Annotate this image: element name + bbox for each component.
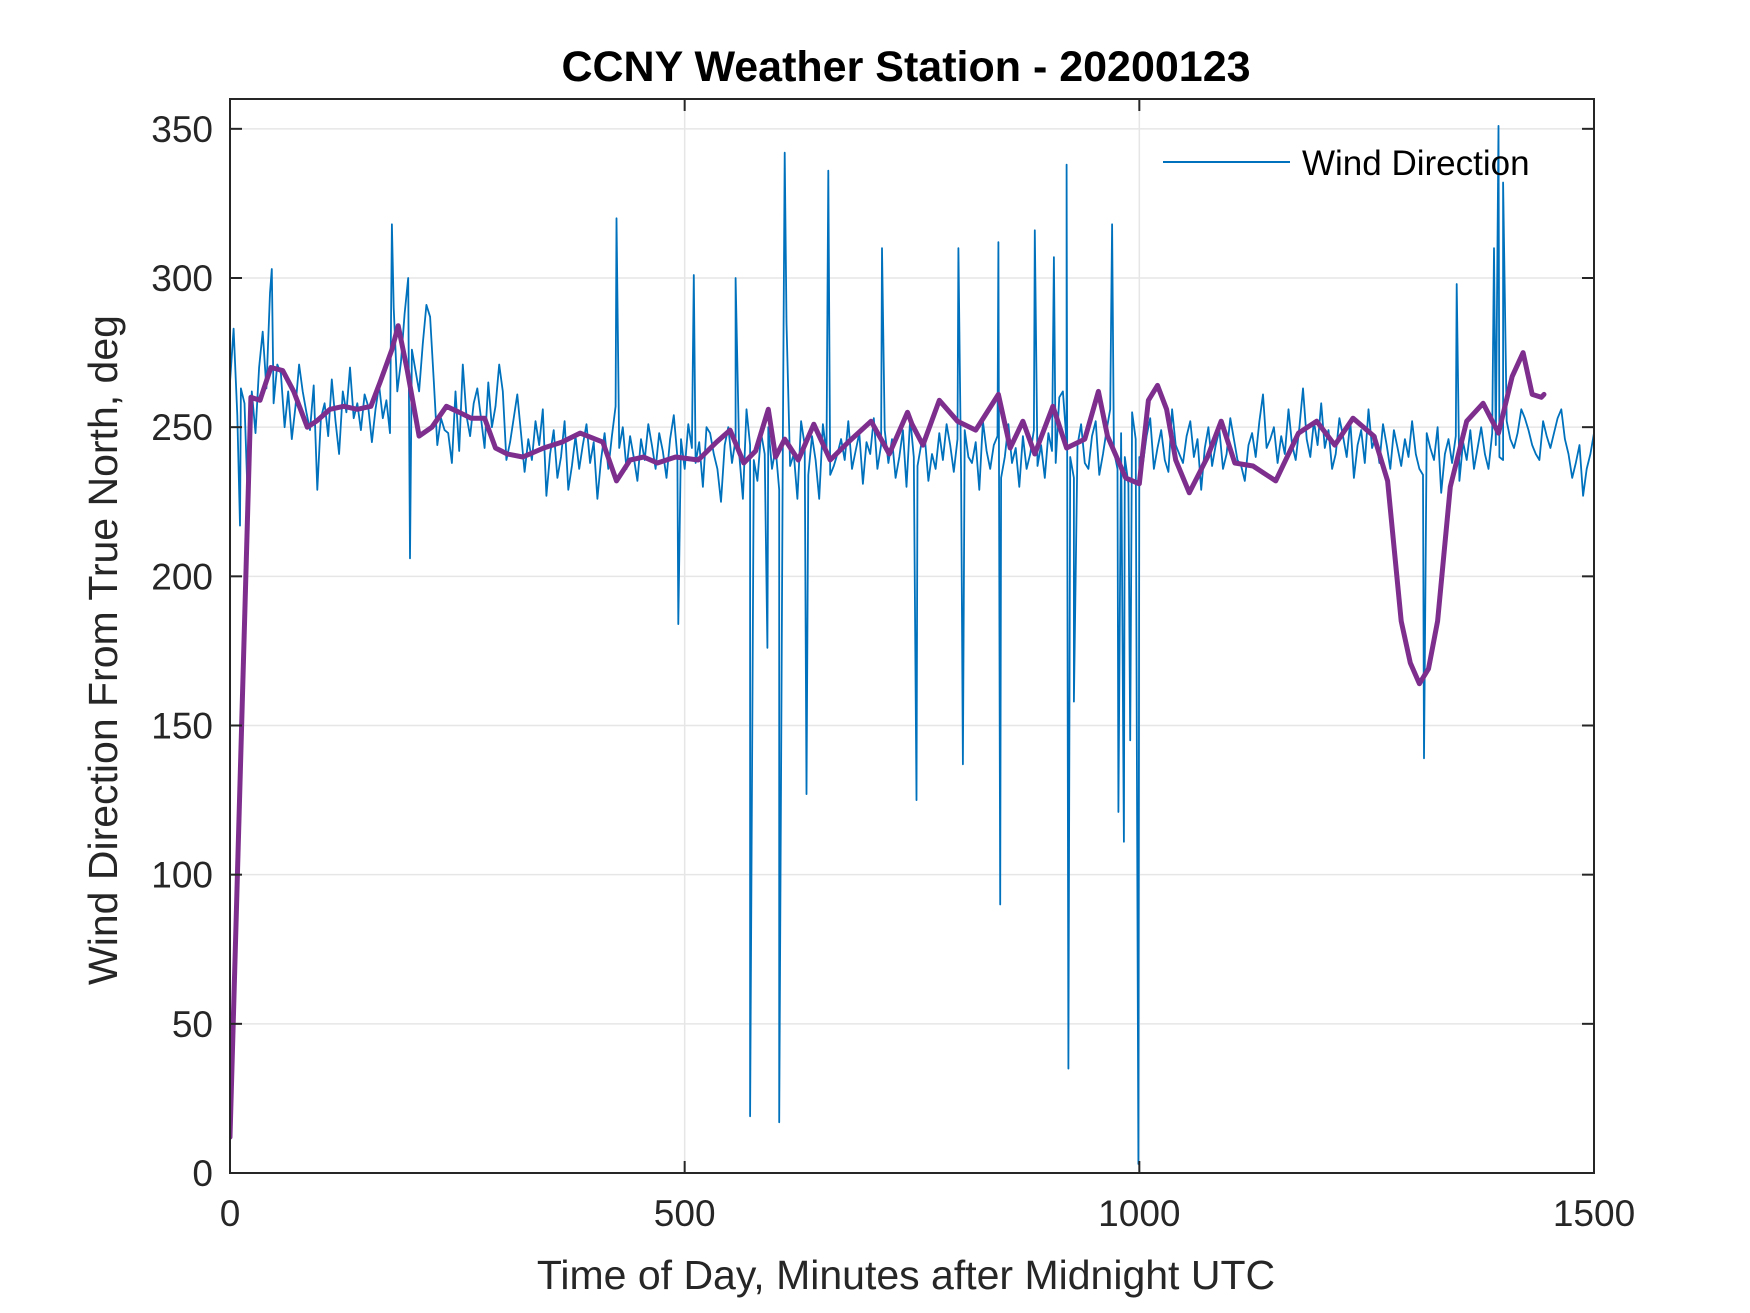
x-tick-labels: 0 500 1000 1500	[220, 1193, 1635, 1234]
y-tick-label: 250	[151, 407, 213, 448]
chart-title: CCNY Weather Station - 20200123	[561, 43, 1250, 91]
series-moving-average	[230, 323, 1547, 1140]
y-tick-labels: 0 50 100 150 200 250 300 350	[151, 109, 213, 1194]
plot-frame	[229, 98, 1595, 1174]
y-axis-label: Wind Direction From True North, deg	[80, 315, 126, 985]
x-tick-label: 0	[220, 1193, 241, 1234]
y-tick-label: 0	[192, 1153, 213, 1194]
legend-label-wind-direction: Wind Direction	[1302, 144, 1530, 183]
x-tick-label: 1000	[1098, 1193, 1180, 1234]
y-tick-label: 50	[172, 1004, 213, 1045]
x-tick-label: 500	[654, 1193, 716, 1234]
y-tick-label: 150	[151, 706, 213, 747]
x-axis-label: Time of Day, Minutes after Midnight UTC	[537, 1252, 1275, 1298]
x-tick-label: 1500	[1553, 1193, 1635, 1234]
legend: Wind Direction	[1163, 144, 1530, 183]
tick-marks	[229, 99, 1595, 1174]
data-area	[230, 125, 1594, 1165]
y-tick-label: 200	[151, 556, 213, 597]
y-tick-label: 350	[151, 109, 213, 150]
series-wind-direction	[230, 125, 1594, 1165]
y-tick-label: 300	[151, 258, 213, 299]
y-tick-label: 100	[151, 855, 213, 896]
plot-area	[230, 99, 1594, 1173]
